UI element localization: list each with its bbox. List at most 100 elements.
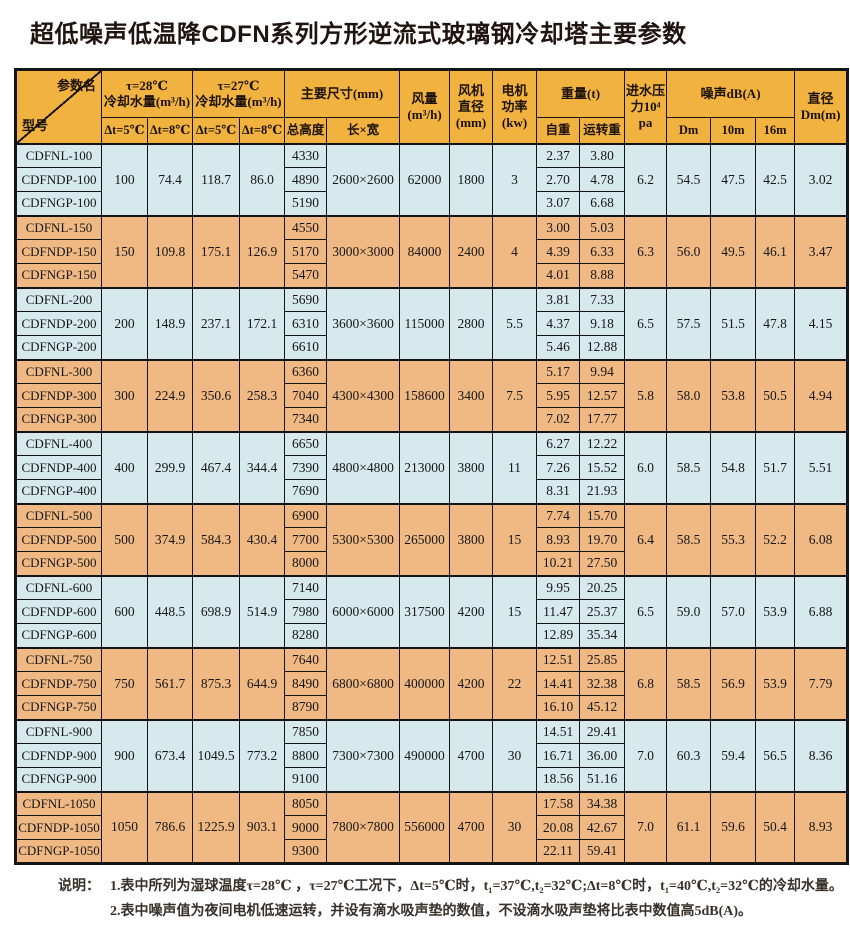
table-row: CDFNDP-200 6310 4.37 9.18 — [15, 311, 848, 336]
run-weight-cell: 51.16 — [579, 767, 626, 792]
model-cell: CDFNDP-300 — [15, 383, 102, 408]
notes-lines: 1.表中所列为湿球温度τ=28℃ ，τ=27℃工况下，Δt=5℃时，t₁=37℃… — [110, 874, 843, 924]
model-cell: CDFNDP-100 — [15, 167, 102, 192]
header-row-main: 参数名 型号 τ=28℃ 冷却水量(m³/h) τ=27℃ 冷却水量(m³/h)… — [15, 69, 849, 144]
run-weight-cell: 25.37 — [579, 599, 626, 624]
self-weight-cell: 4.37 — [536, 311, 581, 336]
noise-dm-cell: 56.0 — [666, 214, 712, 288]
header-noise-10m: 10m — [710, 117, 757, 145]
model-cell: CDFNGP-1050 — [15, 839, 102, 864]
model-cell: CDFNL-300 — [15, 358, 102, 384]
run-weight-cell: 35.34 — [579, 623, 626, 648]
model-cell: CDFNGP-400 — [15, 479, 102, 504]
diameter-cell: 7.79 — [794, 646, 849, 720]
noise-16m-cell: 50.5 — [755, 358, 796, 432]
fan-diameter-cell: 2800 — [449, 286, 494, 360]
run-weight-cell: 4.78 — [579, 167, 626, 192]
total-height-cell: 7850 — [284, 718, 328, 744]
air-flow-cell: 115000 — [399, 286, 451, 360]
model-cell: CDFNDP-1050 — [15, 815, 102, 840]
model-cell: CDFNL-400 — [15, 430, 102, 456]
header-diameter-label: 直径 — [807, 91, 834, 107]
inlet-pressure-cell: 5.8 — [624, 358, 668, 432]
air-flow-cell: 490000 — [399, 718, 451, 792]
model-cell: CDFNL-1050 — [15, 790, 102, 816]
page-title: 超低噪声低温降CDFN系列方形逆流式玻璃钢冷却塔主要参数 — [30, 21, 687, 48]
header-dt5-t27: Δt=5℃ — [192, 117, 241, 145]
model-cell: CDFNL-100 — [15, 142, 102, 168]
motor-power-cell: 5.5 — [492, 286, 538, 360]
noise-dm-cell: 58.5 — [666, 646, 712, 720]
water-27-dt5-cell: 875.3 — [192, 646, 241, 720]
noise-dm-cell: 57.5 — [666, 286, 712, 360]
self-weight-cell: 4.39 — [536, 239, 581, 264]
water-27-dt8-cell: 86.0 — [239, 142, 286, 216]
header-fan-diameter: 风机 直径 (mm) — [449, 69, 494, 144]
self-weight-cell: 17.58 — [536, 790, 581, 816]
table-row: CDFNL-400 400 299.9 467.4 344.4 6650 4800×4800… — [15, 430, 849, 504]
table-row: CDFNDP-750 8490 14.41 32.38 — [15, 671, 848, 696]
water-27-dt5-cell: 1225.9 — [192, 790, 241, 864]
water-27-dt5-cell: 118.7 — [192, 142, 241, 216]
model-cell: CDFNGP-100 — [15, 191, 102, 216]
length-width-cell: 5300×5300 — [326, 502, 401, 576]
header-noise-dm: Dm — [666, 117, 712, 145]
inlet-pressure-cell: 6.8 — [624, 646, 668, 720]
noise-10m-cell: 55.3 — [710, 502, 757, 576]
self-weight-cell: 5.46 — [536, 335, 581, 360]
header-motor-line1: 电机 — [501, 83, 528, 99]
model-cell: CDFNDP-900 — [15, 743, 102, 768]
self-weight-cell: 3.00 — [536, 214, 581, 240]
noise-dm-cell: 61.1 — [666, 790, 712, 864]
air-flow-cell: 556000 — [399, 790, 451, 864]
header-motor-power: 电机 功率 (kw) — [492, 69, 538, 144]
table-row: CDFNGP-500 8000 10.21 27.50 — [15, 551, 848, 576]
total-height-cell: 8050 — [284, 790, 328, 816]
water-28-dt5-cell: 1050 — [101, 790, 148, 864]
total-height-cell: 4330 — [284, 142, 328, 168]
model-cell: CDFNL-200 — [15, 286, 102, 312]
header-total-height: 总高度 — [284, 117, 328, 145]
water-28-dt5-cell: 900 — [101, 718, 148, 792]
water-28-dt8-cell: 374.9 — [146, 502, 194, 576]
noise-10m-cell: 54.8 — [710, 430, 757, 504]
header-t27-flow: 冷却水量(m³/h) — [195, 94, 282, 109]
water-28-dt5-cell: 150 — [101, 214, 148, 288]
model-cell: CDFNDP-750 — [15, 671, 102, 696]
model-cell: CDFNL-600 — [15, 574, 102, 600]
model-cell: CDFNDP-400 — [15, 455, 102, 480]
noise-16m-cell: 56.5 — [755, 718, 796, 792]
run-weight-cell: 21.93 — [579, 479, 626, 504]
header-fan-unit: (mm) — [455, 114, 487, 130]
inlet-pressure-cell: 6.3 — [624, 214, 668, 288]
water-27-dt8-cell: 903.1 — [239, 790, 286, 864]
run-weight-cell: 29.41 — [579, 718, 626, 744]
header-t27-temp: τ=27℃ — [217, 78, 260, 94]
total-height-cell: 5470 — [284, 263, 328, 288]
table-row: CDFNDP-600 7980 11.47 25.37 — [15, 599, 848, 624]
water-28-dt8-cell: 673.4 — [146, 718, 194, 792]
header-self-weight: 自重 — [536, 117, 581, 145]
run-weight-cell: 27.50 — [579, 551, 626, 576]
table-row: CDFNDP-1050 9000 20.08 42.67 — [15, 815, 848, 840]
length-width-cell: 2600×2600 — [326, 142, 401, 216]
self-weight-cell: 10.21 — [536, 551, 581, 576]
water-28-dt8-cell: 299.9 — [146, 430, 194, 504]
air-flow-cell: 265000 — [399, 502, 451, 576]
noise-16m-cell: 47.8 — [755, 286, 796, 360]
total-height-cell: 7700 — [284, 527, 328, 552]
total-height-cell: 8000 — [284, 551, 328, 576]
water-27-dt5-cell: 175.1 — [192, 214, 241, 288]
water-27-dt8-cell: 126.9 — [239, 214, 286, 288]
self-weight-cell: 22.11 — [536, 839, 581, 864]
total-height-cell: 7340 — [284, 407, 328, 432]
motor-power-cell: 22 — [492, 646, 538, 720]
noise-10m-cell: 47.5 — [710, 142, 757, 216]
noise-10m-cell: 51.5 — [710, 286, 757, 360]
table-row: CDFNDP-500 7700 8.93 19.70 — [15, 527, 848, 552]
table-row: CDFNL-300 300 224.9 350.6 258.3 6360 4300×4300… — [15, 358, 849, 432]
total-height-cell: 6310 — [284, 311, 328, 336]
header-motor-unit: (kw) — [501, 114, 528, 130]
table-row: CDFNL-150 150 109.8 175.1 126.9 4550 3000×3000… — [15, 214, 849, 288]
